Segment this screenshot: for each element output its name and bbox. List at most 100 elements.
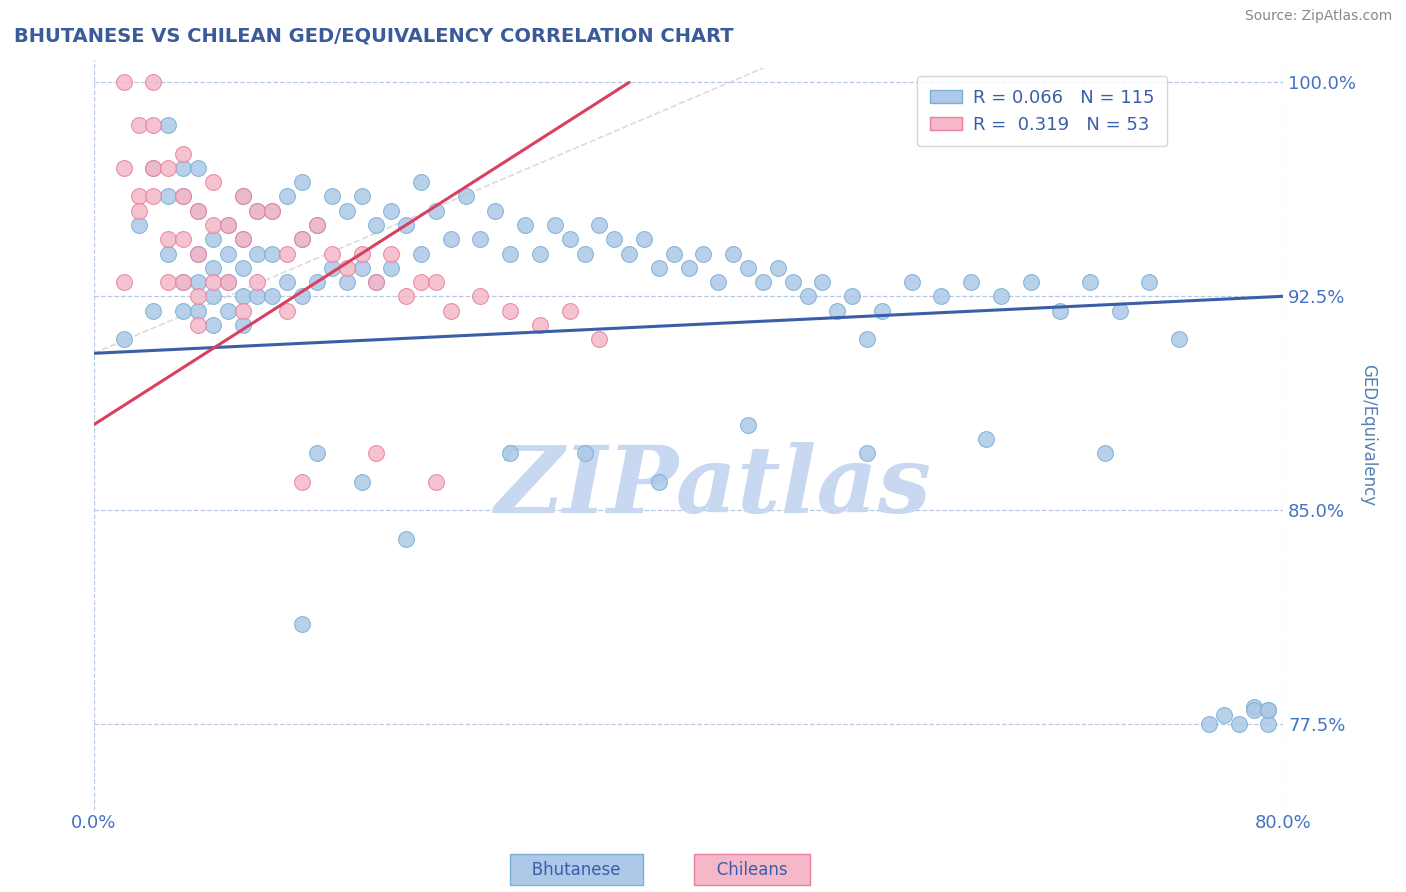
Point xyxy=(321,189,343,203)
Point xyxy=(246,246,269,260)
Point xyxy=(157,161,180,175)
Point xyxy=(276,189,298,203)
Point xyxy=(380,246,402,260)
Point xyxy=(350,260,373,275)
Point xyxy=(529,318,551,332)
Point xyxy=(201,175,224,189)
Point xyxy=(336,275,359,289)
Point xyxy=(217,246,239,260)
Point xyxy=(633,232,655,246)
Point xyxy=(172,275,194,289)
Point xyxy=(766,260,789,275)
Point xyxy=(232,260,254,275)
Point xyxy=(232,189,254,203)
Text: BHUTANESE VS CHILEAN GED/EQUIVALENCY CORRELATION CHART: BHUTANESE VS CHILEAN GED/EQUIVALENCY COR… xyxy=(14,27,734,45)
Point xyxy=(157,275,180,289)
Point xyxy=(544,218,567,232)
Point xyxy=(262,203,284,218)
Point xyxy=(1257,703,1279,717)
Point xyxy=(187,318,209,332)
Point xyxy=(737,417,759,432)
Point xyxy=(617,246,640,260)
Point xyxy=(217,275,239,289)
Point xyxy=(232,189,254,203)
Point xyxy=(395,289,418,303)
Point xyxy=(217,275,239,289)
Point xyxy=(305,446,328,460)
Point xyxy=(112,161,135,175)
Point xyxy=(142,75,165,89)
Point xyxy=(112,275,135,289)
Point xyxy=(499,246,522,260)
Point xyxy=(142,161,165,175)
Point xyxy=(409,246,432,260)
Point xyxy=(112,75,135,89)
Point xyxy=(1212,708,1234,723)
Point xyxy=(276,303,298,318)
Point xyxy=(1078,275,1101,289)
Point xyxy=(112,332,135,346)
Point xyxy=(291,617,314,632)
Point xyxy=(366,275,388,289)
Point xyxy=(1168,332,1191,346)
Point xyxy=(157,246,180,260)
Point xyxy=(513,218,536,232)
Text: Bhutanese: Bhutanese xyxy=(516,861,637,879)
Point xyxy=(929,289,952,303)
Point xyxy=(201,318,224,332)
Point xyxy=(291,175,314,189)
Point xyxy=(960,275,983,289)
Point xyxy=(232,232,254,246)
Point xyxy=(1019,275,1042,289)
Text: ZIPatlas: ZIPatlas xyxy=(494,442,931,532)
Point xyxy=(350,475,373,489)
Point xyxy=(1198,717,1220,731)
Point xyxy=(201,218,224,232)
Point xyxy=(395,532,418,546)
Point xyxy=(246,203,269,218)
Point xyxy=(201,232,224,246)
Point xyxy=(305,218,328,232)
Point xyxy=(856,446,879,460)
Point xyxy=(187,161,209,175)
Point xyxy=(232,289,254,303)
Point xyxy=(321,260,343,275)
Point xyxy=(752,275,775,289)
Point xyxy=(380,203,402,218)
Point xyxy=(990,289,1012,303)
Point xyxy=(142,303,165,318)
Point xyxy=(425,475,447,489)
Point xyxy=(1257,717,1279,731)
Point xyxy=(142,189,165,203)
Point xyxy=(246,289,269,303)
Point xyxy=(588,218,610,232)
Point xyxy=(470,232,492,246)
Point xyxy=(291,475,314,489)
Y-axis label: GED/Equivalency: GED/Equivalency xyxy=(1360,364,1376,506)
Point xyxy=(856,332,879,346)
Point xyxy=(187,246,209,260)
Point xyxy=(262,246,284,260)
Point xyxy=(825,303,848,318)
Point xyxy=(128,218,150,232)
Point xyxy=(484,203,506,218)
Point xyxy=(1049,303,1071,318)
Point xyxy=(678,260,700,275)
Point xyxy=(603,232,626,246)
Point xyxy=(707,275,730,289)
Point xyxy=(262,289,284,303)
Point xyxy=(900,275,922,289)
Point xyxy=(246,275,269,289)
Point xyxy=(662,246,685,260)
Point xyxy=(232,303,254,318)
Point xyxy=(425,203,447,218)
Point xyxy=(172,161,194,175)
Point xyxy=(409,175,432,189)
Point xyxy=(336,260,359,275)
Point xyxy=(128,118,150,132)
Point xyxy=(648,475,671,489)
Point xyxy=(157,232,180,246)
Point xyxy=(1094,446,1116,460)
Point xyxy=(1139,275,1161,289)
Point xyxy=(380,260,402,275)
